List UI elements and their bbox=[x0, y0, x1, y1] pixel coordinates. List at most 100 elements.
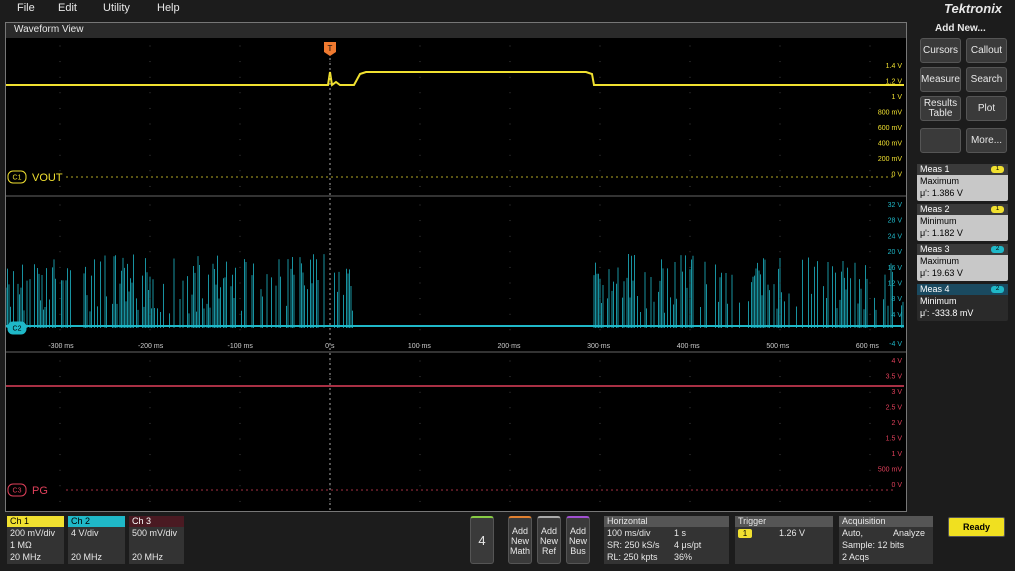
grid-dot bbox=[779, 185, 781, 187]
grid-dot bbox=[599, 329, 601, 331]
acquisition-box[interactable]: Acquisition Auto, Analyze Sample: 12 bits 2 … bbox=[839, 516, 933, 564]
meas-box[interactable]: Meas 1 1 Maximum μ': 1.386 V bbox=[917, 164, 1008, 201]
time-label: -200 ms bbox=[138, 343, 164, 350]
grid-dot bbox=[329, 204, 331, 206]
add-source-button[interactable]: Add New Bus bbox=[566, 516, 590, 564]
grid-dot bbox=[149, 170, 151, 172]
grid-dot bbox=[599, 251, 601, 253]
brand: Tektronix bbox=[944, 1, 1003, 16]
grid-dot bbox=[689, 170, 691, 172]
snapshot-button[interactable] bbox=[920, 128, 961, 153]
menu-item[interactable]: Utility bbox=[103, 2, 130, 14]
menu-item[interactable]: Edit bbox=[58, 2, 77, 14]
grid-dot bbox=[689, 251, 691, 253]
add-source-button[interactable]: Add New Ref bbox=[537, 516, 561, 564]
grid-dot bbox=[599, 376, 601, 378]
grid-dot bbox=[239, 154, 241, 156]
scale-label: 1 V bbox=[891, 94, 902, 101]
grid-dot bbox=[419, 185, 421, 187]
grid-dot bbox=[59, 45, 61, 47]
count-button[interactable]: 4 bbox=[470, 516, 494, 564]
channel-box[interactable]: Ch 1 200 mV/div 1 MΩ 20 MHz bbox=[7, 516, 64, 564]
grid-dot bbox=[149, 251, 151, 253]
add-source-button[interactable]: Add New Math bbox=[508, 516, 532, 564]
grid-dot bbox=[419, 500, 421, 502]
grid-dot bbox=[869, 61, 871, 63]
acquisition-setting: Analyze bbox=[893, 528, 926, 538]
scale-label: 8 V bbox=[891, 296, 902, 303]
grid-dot bbox=[149, 204, 151, 206]
grid-dot bbox=[419, 61, 421, 63]
grid-dot bbox=[59, 123, 61, 125]
meas-value: μ': 1.386 V bbox=[920, 188, 963, 198]
add-button[interactable]: More... bbox=[966, 128, 1007, 153]
grid-dot bbox=[419, 107, 421, 109]
grid-dot bbox=[149, 485, 151, 487]
grid-dot bbox=[779, 220, 781, 222]
grid-dot bbox=[779, 391, 781, 393]
grid-dot bbox=[239, 485, 241, 487]
meas-stat: Minimum bbox=[920, 216, 957, 226]
grid-dot bbox=[149, 123, 151, 125]
scale-label: 12 V bbox=[888, 281, 903, 288]
scale-label: 400 mV bbox=[878, 141, 902, 148]
grid-dot bbox=[869, 251, 871, 253]
meas-header: Meas 1 1 bbox=[917, 164, 1008, 175]
channel-box[interactable]: Ch 3 500 mV/div 20 MHz bbox=[129, 516, 184, 564]
title-bar bbox=[6, 23, 906, 38]
grid-dot bbox=[509, 329, 511, 331]
grid-dot bbox=[149, 391, 151, 393]
grid-dot bbox=[329, 185, 331, 187]
grid-dot bbox=[779, 344, 781, 346]
meas-box[interactable]: Meas 2 1 Minimum μ': 1.182 V bbox=[917, 204, 1008, 241]
add-button[interactable]: Callout bbox=[966, 38, 1007, 63]
grid-dot bbox=[599, 500, 601, 502]
add-button[interactable]: Measure bbox=[920, 67, 961, 92]
add-button[interactable]: Results Table bbox=[920, 96, 961, 121]
scale-label: 3 V bbox=[891, 389, 902, 396]
time-label: 600 ms bbox=[856, 343, 879, 350]
trigger-source: 1 bbox=[738, 529, 752, 538]
grid-dot bbox=[329, 344, 331, 346]
grid-dot bbox=[599, 61, 601, 63]
meas-title: Meas 4 bbox=[920, 284, 950, 294]
grid-dot bbox=[599, 123, 601, 125]
ch2-trace bbox=[6, 254, 904, 328]
grid-dot bbox=[779, 454, 781, 456]
scale-label: 2 V bbox=[891, 420, 902, 427]
grid-dot bbox=[59, 344, 61, 346]
add-button[interactable]: Search bbox=[966, 67, 1007, 92]
trigger-level: 1.26 V bbox=[779, 528, 806, 538]
meas-box[interactable]: Meas 3 2 Maximum μ': 19.63 V bbox=[917, 244, 1008, 281]
meas-box[interactable]: Meas 4 2 Minimum μ': -333.8 mV bbox=[917, 284, 1008, 321]
grid-dot bbox=[509, 220, 511, 222]
grid-dot bbox=[869, 376, 871, 378]
grid-dot bbox=[599, 170, 601, 172]
grid-dot bbox=[599, 438, 601, 440]
scope-display: T 1.4 V 1.2 V 1 V 800 mV 600 mV 400 mV 200 mV 0… bbox=[6, 42, 906, 511]
grid-dot bbox=[329, 422, 331, 424]
grid-dot bbox=[509, 422, 511, 424]
grid-dot bbox=[329, 485, 331, 487]
grid-dot bbox=[869, 204, 871, 206]
grid-dot bbox=[239, 185, 241, 187]
grid-dot bbox=[59, 107, 61, 109]
grid-dot bbox=[779, 282, 781, 284]
grid-dot bbox=[419, 251, 421, 253]
grid-dot bbox=[779, 485, 781, 487]
grid-dot bbox=[419, 92, 421, 94]
grid-dot bbox=[509, 251, 511, 253]
grid-dot bbox=[779, 76, 781, 78]
menu-item[interactable]: File bbox=[17, 2, 35, 14]
meas-title: Meas 2 bbox=[920, 204, 950, 214]
add-button[interactable]: Plot bbox=[966, 96, 1007, 121]
horizontal-box[interactable]: Horizontal 100 ms/div 1 s SR: 250 kS/s 4 μs/… bbox=[604, 516, 729, 564]
trigger-box[interactable]: Trigger 1 1.26 V bbox=[735, 516, 833, 564]
menu-item[interactable]: Help bbox=[157, 2, 180, 14]
grid-dot bbox=[779, 235, 781, 237]
grid-dot bbox=[869, 220, 871, 222]
grid-dot bbox=[869, 454, 871, 456]
add-button[interactable]: Cursors bbox=[920, 38, 961, 63]
